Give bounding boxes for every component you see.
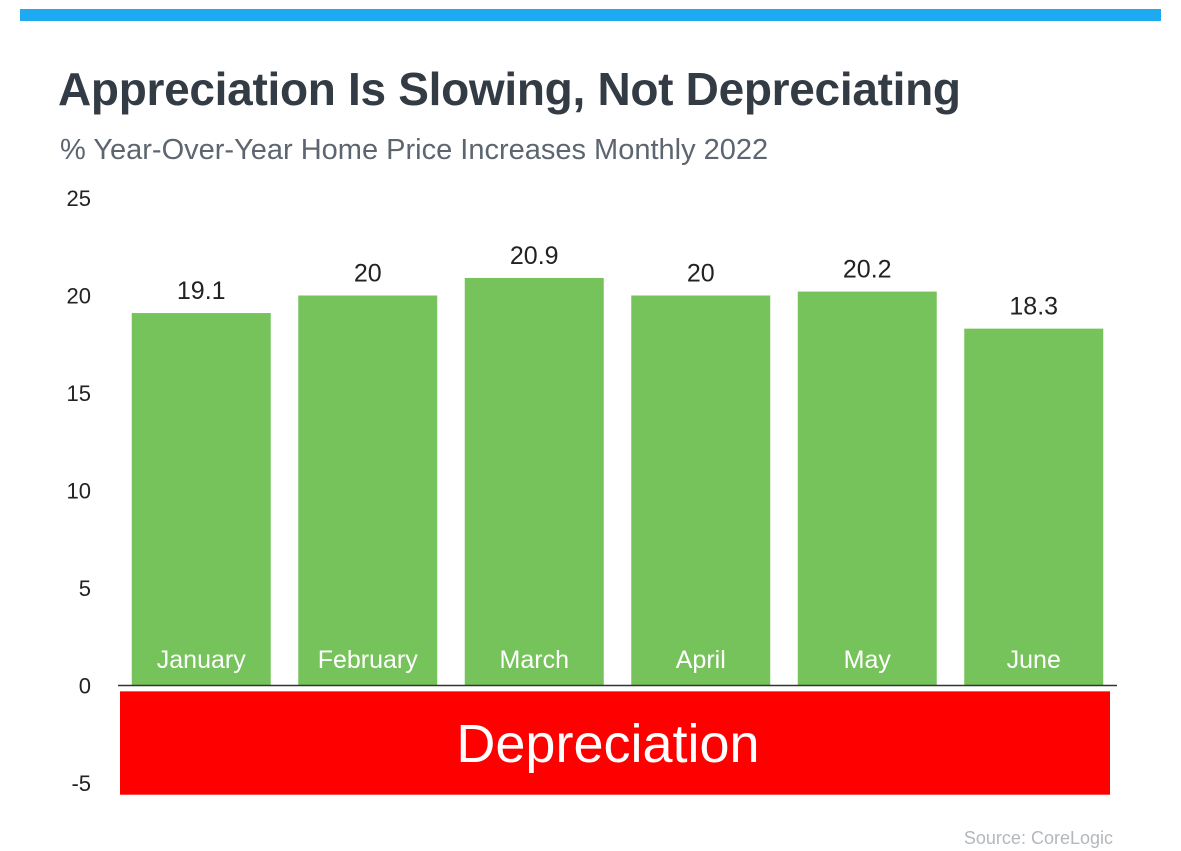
accent-top-bar: [20, 9, 1161, 21]
depreciation-label: Depreciation: [456, 714, 759, 774]
depreciation-band: [120, 691, 1110, 795]
category-label: June: [1007, 646, 1061, 674]
category-label: May: [844, 646, 892, 674]
bar-june: [964, 328, 1104, 686]
bar-february: [298, 295, 438, 686]
y-tick-label: 25: [67, 186, 91, 211]
y-tick-label: 0: [79, 674, 91, 699]
chart-subtitle: % Year-Over-Year Home Price Increases Mo…: [60, 134, 769, 166]
bar-may: [797, 291, 937, 686]
chart-title: Appreciation Is Slowing, Not Depreciatin…: [58, 63, 961, 115]
source-note: Source: CoreLogic: [963, 828, 1113, 848]
y-tick-label: 20: [67, 284, 91, 309]
y-tick-label: 15: [67, 381, 91, 406]
y-tick-label: -5: [71, 771, 91, 796]
y-tick-label: 5: [79, 576, 91, 601]
value-label: 20.2: [843, 256, 892, 284]
y-tick-label: 10: [67, 479, 91, 504]
bar-april: [631, 295, 771, 686]
bar-january: [131, 313, 271, 686]
value-label: 20.9: [510, 242, 559, 270]
value-label: 18.3: [1009, 293, 1058, 321]
value-label: 20: [354, 260, 382, 288]
value-label: 20: [687, 260, 715, 288]
category-label: April: [676, 646, 726, 674]
category-label: March: [500, 646, 569, 674]
category-label: January: [157, 646, 246, 674]
bar-march: [464, 277, 604, 686]
value-label: 19.1: [177, 277, 226, 305]
category-label: February: [318, 646, 419, 674]
